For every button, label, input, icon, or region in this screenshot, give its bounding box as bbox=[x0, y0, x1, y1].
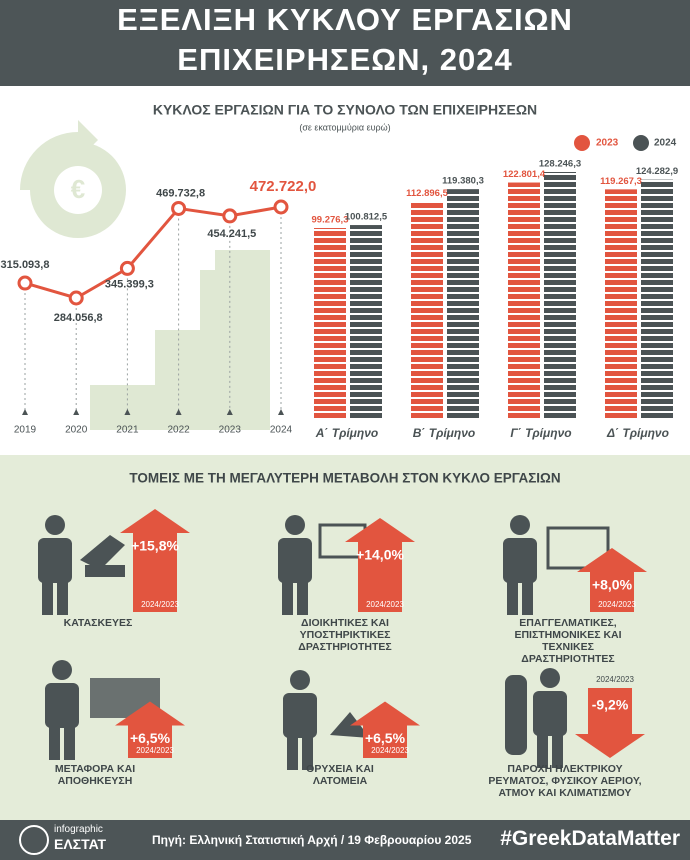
sector-name: ΠΑΡΟΧΗ ΗΛΕΚΤΡΙΚΟΥ ΡΕΥΜΑΤΟΣ, ΦΥΣΙΚΟΥ ΑΕΡΙ… bbox=[488, 763, 642, 799]
sector-name: ΜΕΤΑΦΟΡΑ ΚΑΙ ΑΠΟΘΗΚΕΥΣΗ bbox=[54, 763, 136, 787]
decoration bbox=[20, 120, 270, 430]
x-tick-label: Α΄ Τρίμηνο bbox=[315, 426, 379, 440]
chart-subtitle: (σε εκατομμύρια ευρώ) bbox=[299, 122, 390, 132]
period-label: 2024/2023 bbox=[596, 675, 634, 684]
x-tick-label: 2024 bbox=[270, 425, 293, 436]
x-tick-label: 2019 bbox=[14, 425, 37, 436]
point bbox=[273, 199, 289, 215]
x-tick-label: Γ΄ Τρίμηνο bbox=[510, 426, 571, 440]
value-label: 124.282,9 bbox=[636, 166, 678, 177]
sector-name: ΟΡΥΧΕΙΑ ΚΑΙ ΛΑΤΟΜΕΙΑ bbox=[306, 763, 374, 787]
value-label: 112.896,5 bbox=[406, 188, 448, 199]
value-label: +8,0% bbox=[592, 577, 633, 593]
sector-name: ΔΙΟΙΚΗΤΙΚΕΣ ΚΑΙ ΥΠΟΣΤΗΡΙΚΤΙΚΕΣ ΔΡΑΣΤΗΡΙΟ… bbox=[298, 617, 392, 653]
value-label: 315.093,8 bbox=[1, 259, 50, 271]
change-arrow bbox=[350, 701, 420, 758]
hashtag: #GreekDataMatter bbox=[500, 827, 680, 850]
point bbox=[222, 208, 238, 224]
x-tick bbox=[226, 409, 233, 415]
value-label: 284.056,8 bbox=[54, 312, 103, 324]
bar bbox=[314, 228, 346, 420]
sector-name: ΚΑΤΑΣΚΕΥΕΣ bbox=[63, 617, 133, 629]
value-label: 345.399,3 bbox=[105, 278, 154, 290]
x-tick-label: 2020 bbox=[65, 425, 88, 436]
value-label: 119.380,3 bbox=[442, 176, 484, 187]
value-label: -9,2% bbox=[592, 697, 629, 713]
change-arrow bbox=[345, 518, 415, 612]
bar bbox=[605, 189, 637, 420]
legend-label: 2024 bbox=[654, 138, 677, 149]
sector-band bbox=[0, 455, 690, 820]
x-tick bbox=[73, 409, 80, 415]
value-label: 99.276,3 bbox=[312, 215, 349, 226]
x-tick bbox=[175, 409, 182, 415]
x-tick bbox=[22, 409, 28, 415]
chart-title: ΚΥΚΛΟΣ ΕΡΓΑΣΙΩΝ ΓΙΑ ΤΟ ΣΥΝΟΛΟ ΤΩΝ ΕΠΙΧΕΙ… bbox=[153, 102, 537, 118]
change-arrow bbox=[577, 548, 647, 612]
line bbox=[24, 205, 282, 300]
period-label: 2024/2023 bbox=[136, 746, 174, 755]
euro-coin bbox=[54, 166, 102, 214]
value-label: 122.801,4 bbox=[503, 169, 546, 180]
value-label: +6,5% bbox=[130, 730, 171, 746]
title-line: ΕΠΙΧΕΙΡΗΣΕΩΝ, 2024 bbox=[177, 42, 513, 77]
point bbox=[171, 200, 187, 216]
legend-coin bbox=[633, 135, 649, 151]
period-label: 2024/2023 bbox=[141, 600, 179, 609]
sector-icons bbox=[38, 515, 610, 770]
value-label: +6,5% bbox=[365, 730, 406, 746]
source: Πηγή: Ελληνική Στατιστική Αρχή / 19 Φεβρ… bbox=[152, 833, 472, 847]
bar bbox=[411, 201, 443, 420]
change-arrow bbox=[120, 509, 190, 612]
value-label: +14,0% bbox=[356, 547, 404, 563]
value-label: 100.812,5 bbox=[345, 212, 388, 223]
legend-label: 2023 bbox=[596, 138, 619, 149]
euro-sign: € bbox=[71, 174, 85, 204]
logo-bottom: ΕΛΣΤΑΤ bbox=[54, 836, 107, 852]
bar bbox=[544, 172, 576, 420]
value-label: 469.732,8 bbox=[156, 187, 205, 199]
period-label: 2024/2023 bbox=[371, 746, 409, 755]
value-label: 128.246,3 bbox=[539, 159, 581, 170]
change-arrow bbox=[575, 688, 645, 758]
x-tick-label: Δ΄ Τρίμηνο bbox=[606, 426, 669, 440]
legend-coin bbox=[574, 135, 590, 151]
x-tick-label: 2023 bbox=[219, 425, 242, 436]
change-arrow bbox=[115, 701, 185, 758]
sector-name: ΕΠΑΓΓΕΛΜΑΤΙΚΕΣ, ΕΠΙΣΤΗΜΟΝΙΚΕΣ ΚΑΙ ΤΕΧΝΙΚ… bbox=[514, 617, 622, 665]
x-tick bbox=[278, 409, 284, 415]
title-line: ΕΞΕΛΙΞΗ ΚΥΚΛΟΥ ΕΡΓΑΣΙΩΝ bbox=[117, 2, 573, 37]
value-label: 472.722,0 bbox=[250, 178, 317, 195]
value-label: 119.267,3 bbox=[600, 176, 642, 187]
x-tick-label: 2022 bbox=[167, 425, 190, 436]
point bbox=[68, 290, 84, 306]
footer-band bbox=[0, 820, 690, 860]
section-title: ΤΟΜΕΙΣ ΜΕ ΤΗ ΜΕΓΑΛΥΤΕΡΗ ΜΕΤΑΒΟΛΗ ΣΤΟΝ ΚΥ… bbox=[129, 471, 560, 486]
bar bbox=[447, 189, 479, 420]
bar bbox=[350, 225, 382, 420]
logo-mark bbox=[19, 825, 49, 855]
point bbox=[119, 260, 135, 276]
logo-top: infographic bbox=[54, 824, 103, 835]
x-tick-label: Β΄ Τρίμηνο bbox=[413, 426, 476, 440]
period-label: 2024/2023 bbox=[598, 600, 636, 609]
point bbox=[17, 275, 33, 291]
bar bbox=[508, 182, 540, 420]
x-tick bbox=[124, 409, 131, 415]
bar bbox=[641, 179, 673, 420]
x-tick-label: 2021 bbox=[116, 425, 139, 436]
header-band bbox=[0, 0, 690, 86]
value-label: 454.241,5 bbox=[207, 228, 256, 240]
period-label: 2024/2023 bbox=[366, 600, 404, 609]
value-label: +15,8% bbox=[131, 538, 179, 554]
